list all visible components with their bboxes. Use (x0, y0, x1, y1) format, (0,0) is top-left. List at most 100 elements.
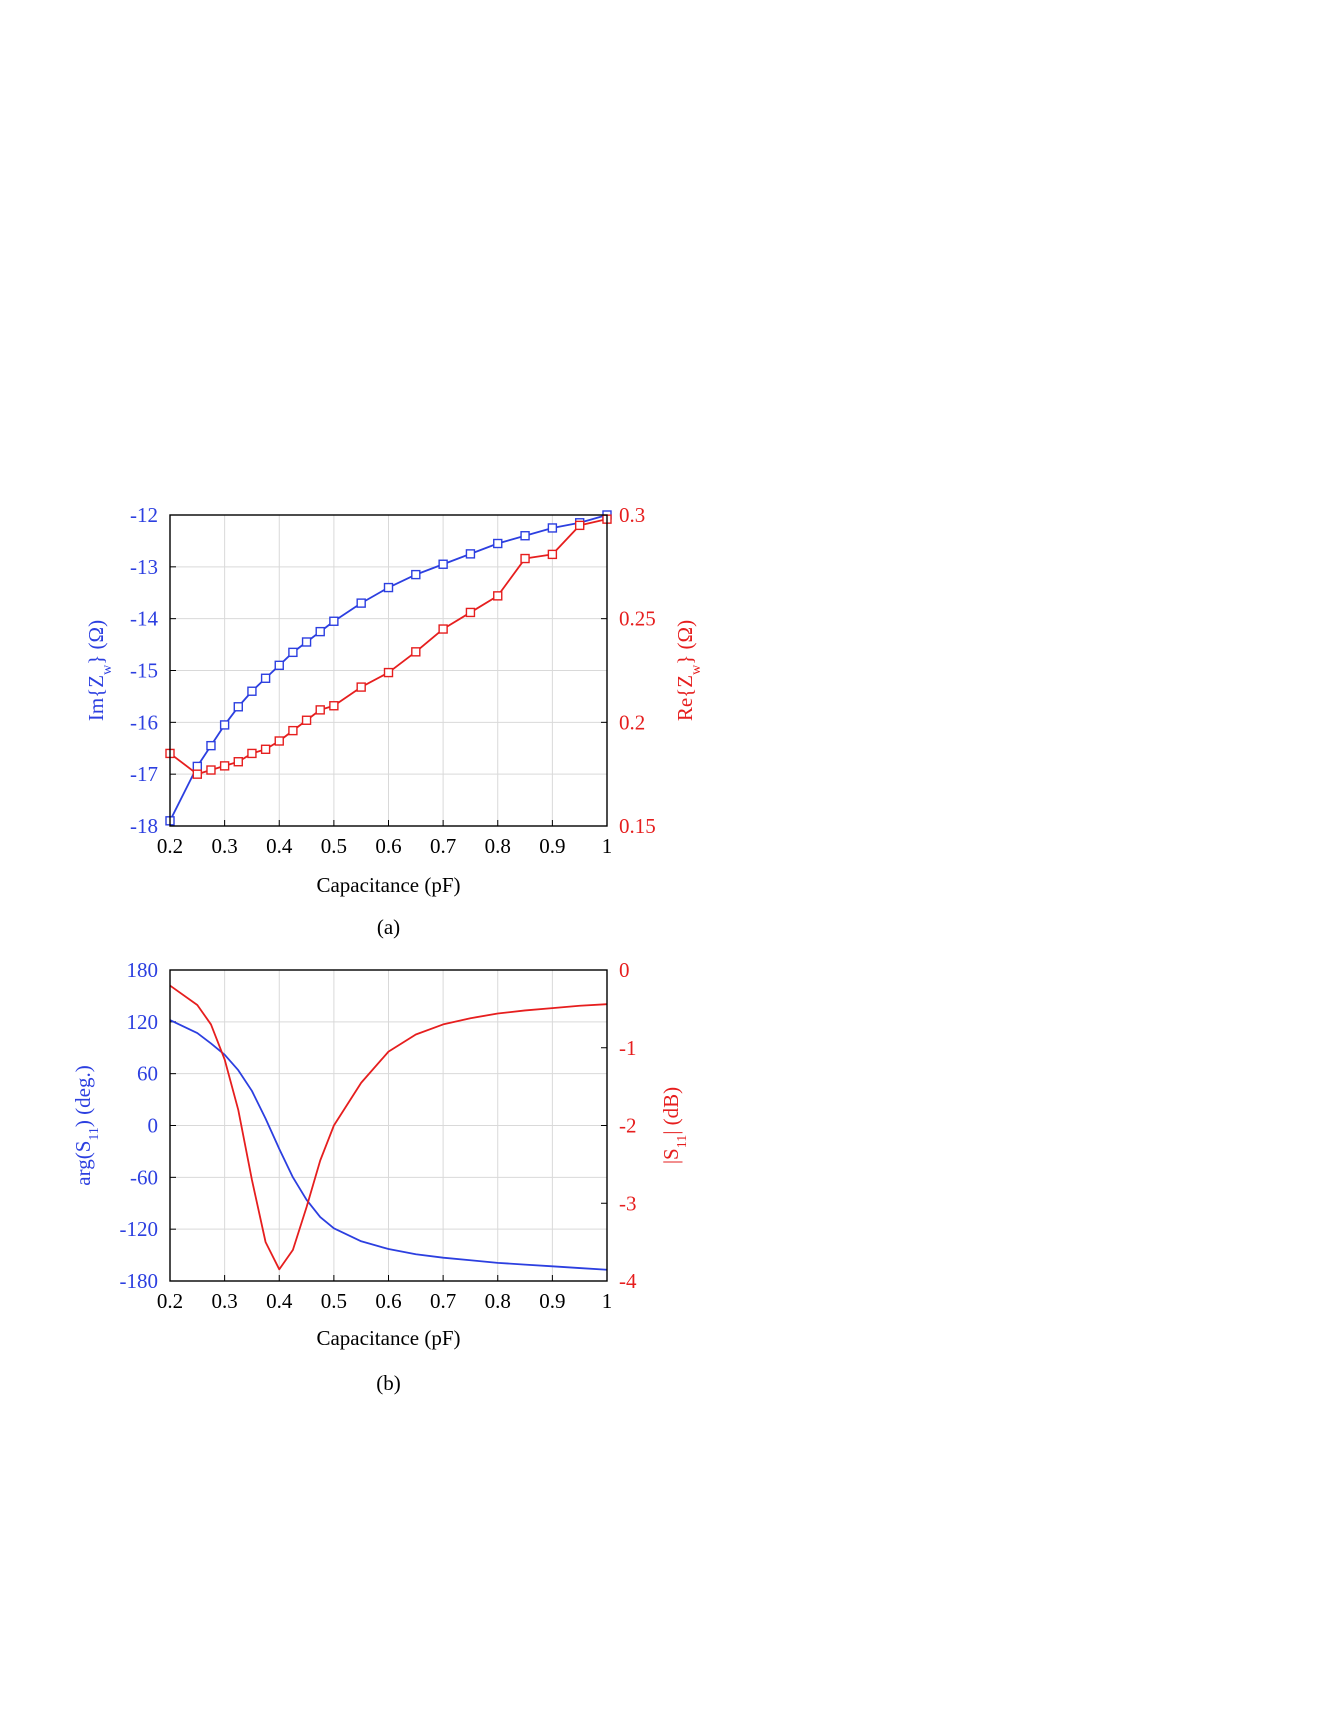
data-point-marker (192, 769, 203, 779)
data-point-marker (411, 569, 421, 580)
right-axis-label-sub: 11 (675, 1135, 690, 1148)
left-tick-label: -12 (130, 503, 158, 527)
x-tick-label: 0.4 (266, 834, 293, 858)
data-point-marker (438, 559, 448, 569)
left-tick-label: 0 (148, 1114, 159, 1138)
right-axis-label-tail: } (Ω) (673, 620, 697, 665)
data-point-marker (438, 624, 448, 634)
right-tick-label: 0 (619, 958, 630, 982)
data-point-marker (315, 626, 325, 637)
data-point-marker (356, 682, 366, 692)
left-tick-label: -14 (130, 607, 158, 631)
data-point-marker (274, 660, 284, 671)
left-tick-label: 120 (127, 1010, 159, 1034)
data-point-marker (260, 744, 271, 754)
x-axis-label: Capacitance (pF) (316, 873, 460, 897)
data-point-marker (520, 553, 530, 564)
left-axis-label-sub: w (100, 664, 115, 675)
x-tick-label: 0.2 (157, 834, 183, 858)
left-axis-label-main: Im{Z (84, 675, 108, 721)
data-point-marker (219, 720, 230, 730)
left-axis-label: Im{Zw} (Ω) (84, 620, 115, 721)
right-tick-label: 0.3 (619, 503, 645, 527)
right-tick-label: -2 (619, 1114, 637, 1138)
series-line-right (169, 518, 608, 776)
data-point-marker (247, 686, 257, 696)
left-axis-label-main: arg(S (71, 1141, 95, 1186)
data-point-marker (315, 705, 325, 715)
left-tick-label: 180 (127, 958, 159, 982)
chart-panel-a: 0.2 0.3 0.4 0.5 0.6 0.7 0.8 0.9 1 -18 -17 -16 -15 -14… (84, 503, 704, 939)
data-point-marker (206, 740, 216, 751)
data-point-marker (301, 637, 312, 647)
left-tick-label: -16 (130, 710, 158, 734)
panel-caption: (b) (376, 1371, 401, 1395)
left-axis-label-tail: ) (deg.) (71, 1065, 95, 1127)
x-axis-label: Capacitance (pF) (316, 1326, 460, 1350)
right-axis-label: Re{Zw} (Ω) (673, 620, 704, 721)
left-tick-label: -60 (130, 1165, 158, 1189)
data-point-marker (247, 748, 257, 759)
x-tick-label: 0.8 (485, 1289, 511, 1313)
plot-frame (169, 969, 608, 1282)
plot-frame (169, 514, 608, 827)
left-tick-label: -17 (130, 762, 158, 786)
x-tick-label: 0.6 (375, 834, 401, 858)
x-tick-label: 1 (602, 1289, 613, 1313)
panel-caption: (a) (377, 915, 400, 939)
data-point-marker (574, 520, 585, 531)
data-point-marker (465, 549, 476, 559)
data-point-marker (288, 647, 298, 658)
right-axis-label: |S11| (dB) (659, 1087, 690, 1164)
series-line-left (169, 1019, 608, 1271)
data-point-marker (547, 523, 558, 533)
x-tick-label: 0.3 (212, 1289, 238, 1313)
right-axis-label-tail: | (dB) (659, 1087, 683, 1135)
data-point-marker (383, 582, 394, 593)
data-point-marker (329, 616, 339, 626)
left-axis-label: arg(S11) (deg.) (71, 1065, 102, 1185)
x-tick-label: 0.8 (485, 834, 511, 858)
x-tick-label: 0.9 (539, 834, 565, 858)
left-tick-label: -180 (120, 1269, 159, 1293)
right-axis-label-sub: w (689, 664, 704, 675)
left-tick-label: -15 (130, 659, 158, 683)
left-axis-label-sub: 11 (87, 1127, 102, 1140)
data-point-marker (493, 538, 503, 549)
data-point-marker (520, 531, 530, 541)
right-tick-label: -3 (619, 1191, 637, 1215)
series-line-left (169, 514, 608, 822)
data-point-marker (547, 549, 558, 560)
series-line-right (169, 984, 608, 1271)
right-tick-label: 0.25 (619, 607, 656, 631)
data-point-marker (356, 598, 366, 608)
data-point-marker (192, 761, 203, 772)
x-tick-label: 1 (602, 834, 613, 858)
left-tick-label: -13 (130, 555, 158, 579)
left-tick-label: -18 (130, 814, 158, 838)
x-tick-label: 0.2 (157, 1289, 183, 1313)
x-tick-label: 0.4 (266, 1289, 293, 1313)
data-point-marker (274, 736, 284, 746)
x-tick-label: 0.5 (321, 1289, 347, 1313)
right-axis-label-main: Re{Z (673, 675, 697, 721)
x-tick-label: 0.5 (321, 834, 347, 858)
data-point-marker (329, 701, 339, 711)
x-tick-label: 0.6 (375, 1289, 401, 1313)
data-point-marker (288, 725, 298, 736)
data-point-marker (301, 715, 312, 725)
left-tick-label: -120 (120, 1217, 159, 1241)
data-point-marker (493, 591, 503, 601)
data-point-marker (233, 757, 243, 767)
data-point-marker (233, 702, 243, 712)
right-tick-label: 0.2 (619, 710, 645, 734)
x-tick-label: 0.7 (430, 834, 456, 858)
data-point-marker (219, 761, 230, 771)
x-tick-label: 0.9 (539, 1289, 565, 1313)
left-axis-label-tail: } (Ω) (84, 620, 108, 665)
right-tick-label: -4 (619, 1269, 637, 1293)
right-tick-label: 0.15 (619, 814, 656, 838)
data-point-marker (383, 667, 394, 678)
data-point-marker (260, 673, 271, 683)
